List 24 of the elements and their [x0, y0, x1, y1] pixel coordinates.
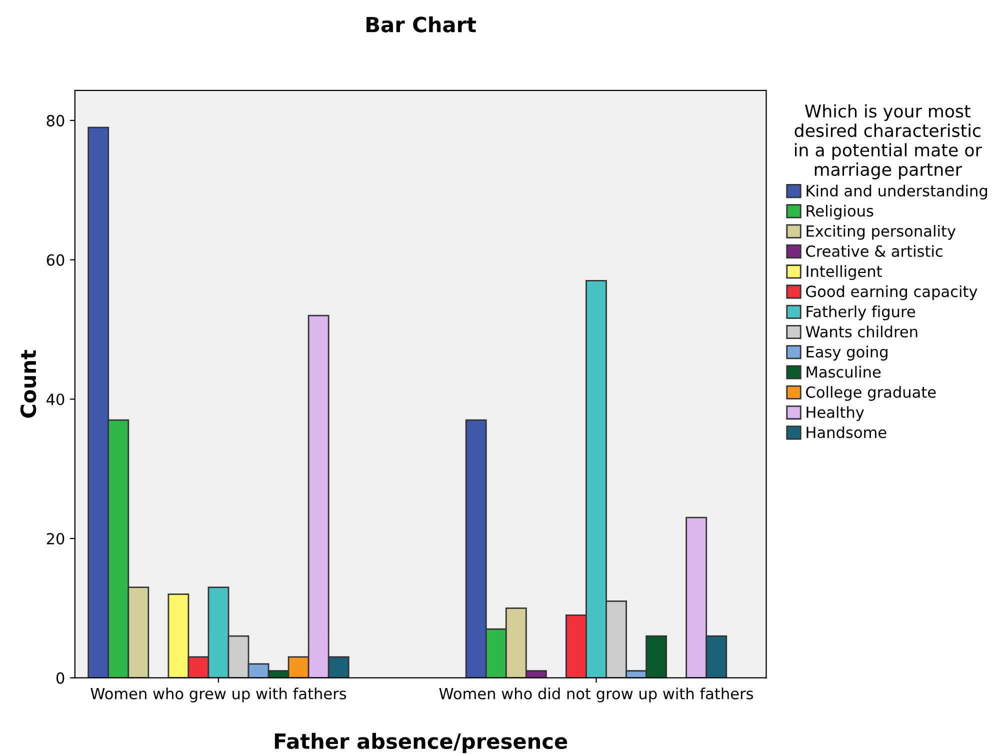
x-axis-title: Father absence/presence — [274, 732, 568, 754]
legend-label: Fatherly figure — [806, 306, 916, 320]
legend-label: Exciting personality — [806, 224, 956, 240]
chart-title: Bar Chart — [366, 16, 476, 32]
x-tick-label: Women who did not grow up with fathers — [439, 688, 754, 702]
y-axis-title: Count — [20, 350, 36, 418]
legend-label: Masculine — [806, 366, 881, 378]
legend-label: Handsome — [806, 426, 886, 438]
legend-title: Which is your most desired characteristic in a potential mate or marriage partner — [794, 104, 982, 180]
y-tick-label: 60 — [46, 254, 64, 266]
legend-label: Intelligent — [806, 265, 882, 280]
x-tick-label: Women who grew up with fathers — [90, 688, 346, 702]
legend-label: Kind and understanding — [806, 184, 988, 200]
legend-label: Wants children — [806, 326, 918, 338]
legend-label: Easy going — [806, 346, 888, 361]
legend-label: Healthy — [806, 406, 864, 421]
y-tick-label: 0 — [56, 672, 64, 684]
legend-label: College graduate — [806, 386, 936, 401]
legend-label: Creative & artistic — [806, 245, 942, 257]
y-tick-label: 40 — [46, 394, 64, 406]
legend-label: Good earning capacity — [806, 285, 978, 300]
y-tick-label: 20 — [46, 532, 64, 545]
legend-label: Religious — [806, 204, 874, 220]
y-tick-label: 80 — [46, 114, 64, 126]
